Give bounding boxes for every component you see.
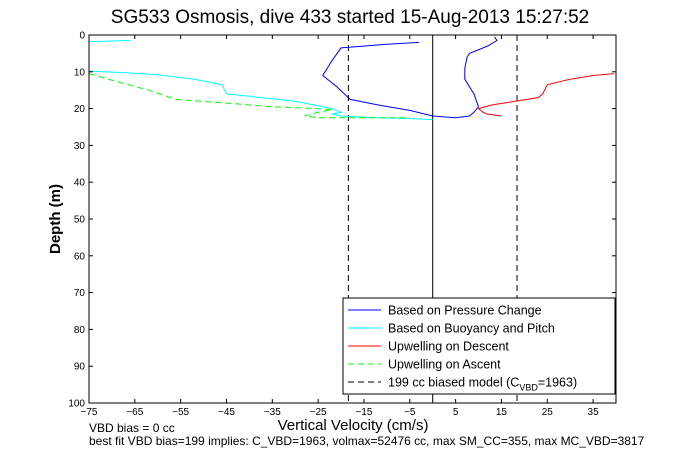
series-line (88, 73, 410, 119)
y-tick-label: 70 (74, 288, 86, 299)
legend-box (342, 297, 616, 395)
x-tick-label: −55 (172, 407, 189, 418)
y-tick-label: 60 (74, 251, 86, 262)
series-line (322, 36, 498, 119)
x-tick-label: 35 (588, 407, 600, 418)
x-tick-label: 25 (542, 407, 554, 418)
x-tick-label: −45 (218, 407, 235, 418)
footer-best-fit: best fit VBD bias=199 implies: C_VBD=196… (89, 434, 645, 448)
y-tick-label: 20 (74, 104, 86, 115)
x-axis-ticks: −75 −65 −55 −45 −35 −25 −15 −5 5 15 25 35 (81, 35, 600, 418)
y-tick-label: 80 (74, 325, 86, 336)
footer-vbd-bias: VBD bias = 0 cc (89, 421, 175, 435)
x-tick-label: −75 (81, 407, 98, 418)
y-tick-label: 90 (74, 362, 86, 373)
series-line (477, 73, 614, 117)
legend-label: Upwelling on Descent (388, 340, 509, 354)
y-axis-ticks: 0 10 20 30 40 50 60 70 80 90 100 (68, 31, 616, 410)
x-tick-label: 15 (496, 407, 508, 418)
y-tick-label: 10 (74, 67, 86, 78)
legend-label: 199 cc biased model (CVBD=1963) (388, 376, 577, 393)
y-tick-label: 50 (74, 215, 86, 226)
y-axis-label: Depth (m) (47, 184, 64, 254)
x-tick-label: −35 (264, 407, 281, 418)
series-layer (88, 36, 614, 121)
chart-title: SG533 Osmosis, dive 433 started 15-Aug-2… (111, 7, 589, 28)
legend-label: Based on Buoyancy and Pitch (388, 322, 555, 336)
x-axis-label: Vertical Velocity (cm/s) (278, 417, 429, 434)
x-tick-label: −25 (310, 407, 327, 418)
legend-label: Based on Pressure Change (388, 304, 542, 318)
legend-label: Upwelling on Ascent (388, 358, 501, 372)
legend: Based on Pressure Change Based on Buoyanc… (342, 297, 616, 395)
y-tick-label: 100 (68, 399, 85, 410)
y-tick-label: 30 (74, 141, 86, 152)
x-tick-label: −15 (355, 407, 372, 418)
y-tick-label: 40 (74, 178, 86, 189)
x-tick-label: −65 (126, 407, 143, 418)
x-tick-label: 5 (453, 407, 459, 418)
x-tick-label: −5 (404, 407, 416, 418)
y-tick-label: 0 (79, 31, 85, 42)
